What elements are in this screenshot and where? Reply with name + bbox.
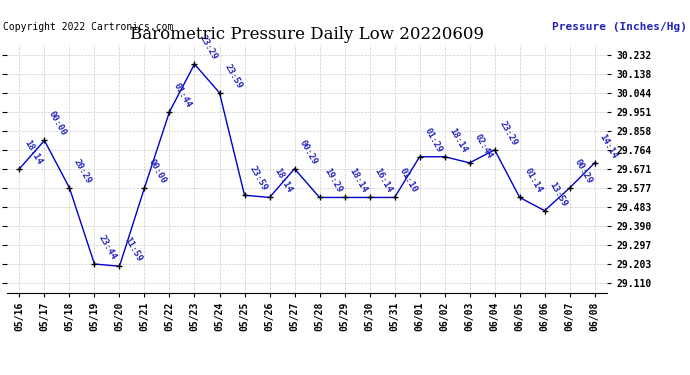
Text: 16:14: 16:14	[373, 167, 393, 195]
Text: 14:14: 14:14	[598, 132, 619, 160]
Text: 01:29: 01:29	[422, 126, 444, 154]
Text: 18:14: 18:14	[22, 138, 43, 166]
Text: 23:59: 23:59	[222, 62, 244, 90]
Text: 18:14: 18:14	[447, 126, 469, 154]
Text: 23:59: 23:59	[247, 165, 268, 192]
Title: Barometric Pressure Daily Low 20220609: Barometric Pressure Daily Low 20220609	[130, 27, 484, 44]
Text: Copyright 2022 Cartronics.com: Copyright 2022 Cartronics.com	[3, 22, 174, 32]
Text: 11:59: 11:59	[122, 236, 144, 264]
Text: 23:44: 23:44	[97, 234, 119, 261]
Text: 01:10: 01:10	[397, 167, 419, 195]
Text: 23:29: 23:29	[497, 119, 519, 147]
Text: 19:29: 19:29	[322, 167, 344, 195]
Text: 20:29: 20:29	[72, 158, 93, 185]
Text: 02:44: 02:44	[473, 132, 493, 160]
Text: Pressure (Inches/Hg): Pressure (Inches/Hg)	[551, 22, 687, 32]
Text: 23:29: 23:29	[197, 34, 219, 62]
Text: 01:44: 01:44	[172, 81, 193, 109]
Text: 00:29: 00:29	[573, 158, 593, 185]
Text: 13:59: 13:59	[547, 180, 569, 208]
Text: 00:00: 00:00	[47, 110, 68, 138]
Text: 18:14: 18:14	[347, 167, 368, 195]
Text: 00:29: 00:29	[297, 138, 319, 166]
Text: 01:14: 01:14	[522, 167, 544, 195]
Text: 00:00: 00:00	[147, 158, 168, 185]
Text: 18:14: 18:14	[273, 167, 293, 195]
